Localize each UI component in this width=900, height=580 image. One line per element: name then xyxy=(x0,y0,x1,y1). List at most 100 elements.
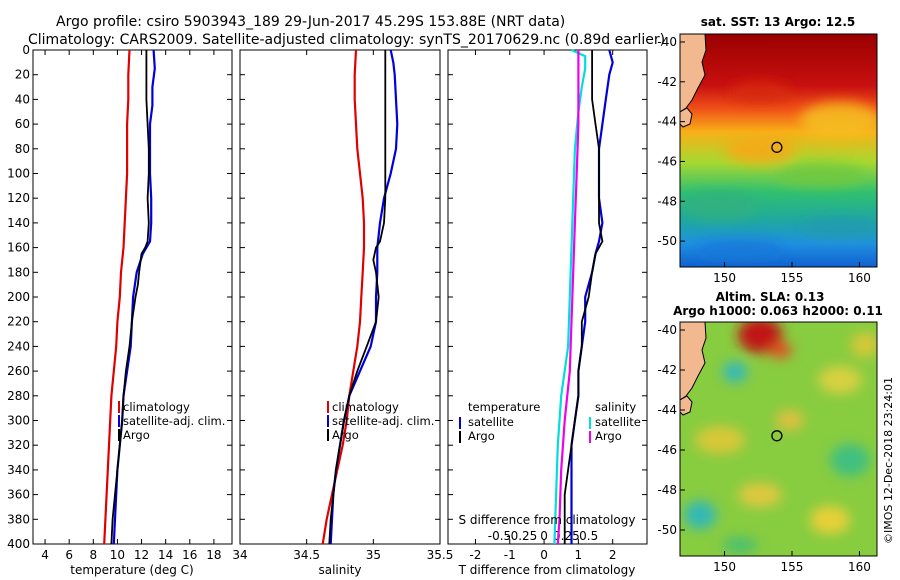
sst-argo-position-marker xyxy=(771,141,783,153)
legend-temperature-title: temperature xyxy=(468,400,540,414)
temperature-xtick-label: 18 xyxy=(206,548,221,562)
temperature-ytick-label: 0 xyxy=(22,43,30,57)
temperature-ytick-label: 80 xyxy=(15,142,30,156)
temperature-axes: 4 6 8 10 12 14 16 18020406080100120140160180200… xyxy=(7,43,232,562)
sla-map-xtick-label: 150 xyxy=(713,560,736,574)
sla-texture xyxy=(684,322,877,553)
sst-map-ytick-label: -46 xyxy=(657,154,677,168)
difference-line-s-argo xyxy=(556,50,580,545)
temperature-xtick-label: 8 xyxy=(89,548,97,562)
temperature-ytick-label: 260 xyxy=(7,364,30,378)
sst-map-xtick-label: 155 xyxy=(781,271,804,285)
legend-t-argo: Argo xyxy=(468,429,495,443)
sst-texture xyxy=(680,82,877,260)
difference-xtick2-label: 0 xyxy=(540,529,548,543)
sla-map-ytick-label: -46 xyxy=(657,443,677,457)
temperature-line-argo xyxy=(110,50,150,545)
sla-map-ytick-label: -48 xyxy=(657,483,677,497)
difference-legend: temperature satellite Argo salinity sate… xyxy=(459,400,641,443)
temperature-xtick-label: 6 xyxy=(65,548,73,562)
temperature-ytick-label: 280 xyxy=(7,389,30,403)
temperature-ytick-label: 180 xyxy=(7,265,30,279)
temperature-ytick-label: 320 xyxy=(7,438,30,452)
difference-axes: -2 -1 0 1 2-0.5-0.25 0 0.25 0.5 xyxy=(448,49,647,562)
difference-plot-frame xyxy=(447,49,648,545)
sst-map-ytick-label: -48 xyxy=(657,194,677,208)
salinity-xtick-label: 34 xyxy=(232,548,247,562)
difference-xtick-label: -1 xyxy=(504,548,516,562)
salinity-line-argo xyxy=(328,50,387,545)
difference-xtick-label: -2 xyxy=(469,548,481,562)
sla-map-ytick-label: -44 xyxy=(657,403,677,417)
salinity-xtick-label: 35.5 xyxy=(427,548,454,562)
temperature-ytick-label: 220 xyxy=(7,315,30,329)
legend-t-satellite: satellite xyxy=(468,415,514,429)
temperature-xtick-label: 14 xyxy=(158,548,173,562)
sla-map-axes: 150 155 160 -40 -42 -44 -46 -48 -50 xyxy=(657,323,871,574)
temperature-ytick-label: 400 xyxy=(7,537,30,551)
temperature-xtick-label: 10 xyxy=(110,548,125,562)
temperature-ytick-label: 340 xyxy=(7,463,30,477)
difference-xtick2-label: 0.5 xyxy=(579,529,598,543)
sst-map-ytick-label: -50 xyxy=(657,234,677,248)
salinity-line-climatology xyxy=(321,49,366,545)
legend-satellite-adj: satellite-adj. clim. xyxy=(332,414,434,428)
sst-map-ytick-label: -40 xyxy=(657,35,677,49)
temperature-ytick-label: 100 xyxy=(7,167,30,181)
sst-map-xtick-label: 160 xyxy=(848,271,871,285)
title-line-2: Climatology: CARS2009. Satellite-adjuste… xyxy=(28,32,665,48)
salinity-line-satellite-adj-clim- xyxy=(329,49,399,545)
difference-xtick-label: 2 xyxy=(609,548,617,562)
sst-map xyxy=(680,34,877,267)
salinity-xtick-label: 34.5 xyxy=(293,548,320,562)
sla-map-xtick-label: 160 xyxy=(848,560,871,574)
temperature-ytick-label: 120 xyxy=(7,191,30,205)
temperature-ytick-label: 380 xyxy=(7,512,30,526)
temperature-ytick-label: 20 xyxy=(15,68,30,82)
temperature-xtick-label: 12 xyxy=(134,548,149,562)
temperature-ytick-label: 300 xyxy=(7,414,30,428)
temperature-series xyxy=(103,49,156,545)
sla-argo-position-marker xyxy=(771,430,783,442)
salinity-legend: climatology satellite-adj. clim. Argo xyxy=(327,400,434,442)
sst-map-ytick-label: -42 xyxy=(657,75,677,89)
salinity-series xyxy=(321,49,399,545)
temperature-ytick-label: 200 xyxy=(7,290,30,304)
temperature-ytick-label: 60 xyxy=(15,117,30,131)
difference-line-t-argo xyxy=(563,50,604,544)
temperature-xtick-label: 4 xyxy=(41,548,49,562)
sla-map-ytick-label: -40 xyxy=(657,323,677,337)
temperature-ytick-label: 140 xyxy=(7,216,30,230)
imos-watermark: ©IMOS 12-Dec-2018 23:24:01 xyxy=(882,377,895,544)
title-line-1: Argo profile: csiro 5903943_189 29-Jun-2… xyxy=(56,14,565,30)
sla-map xyxy=(680,322,877,556)
difference-xtick-label: 0 xyxy=(540,548,548,562)
difference-line-s-satellite xyxy=(553,48,587,545)
difference-xtick2-label: -0.25 xyxy=(506,529,537,543)
legend-argo: Argo xyxy=(332,428,359,442)
sla-map-ytick-label: -42 xyxy=(657,363,677,377)
sst-map-axes: 150 155 160 -40 -42 -44 -46 -48 -50 xyxy=(657,35,871,285)
sst-map-frame xyxy=(679,33,878,268)
legend-climatology: climatology xyxy=(332,400,399,414)
sla-map-ytick-label: -50 xyxy=(657,523,677,537)
salinity-plot-frame xyxy=(239,49,441,545)
legend-s-argo: Argo xyxy=(595,429,622,443)
legend-climatology: climatology xyxy=(123,400,190,414)
temperature-legend: climatology satellite-adj. clim. Argo xyxy=(118,400,225,442)
land-tasmania xyxy=(680,107,693,128)
legend-satellite-adj: satellite-adj. clim. xyxy=(123,414,225,428)
temperature-line-climatology xyxy=(103,49,131,545)
temperature-ytick-label: 360 xyxy=(7,488,30,502)
temperature-xtick-label: 16 xyxy=(182,548,197,562)
sla-map-title-2: Argo h1000: 0.063 h2000: 0.11 xyxy=(673,304,883,318)
sst-map-ytick-label: -44 xyxy=(657,115,677,129)
legend-salinity-title: salinity xyxy=(595,400,636,414)
sst-map-xtick-label: 150 xyxy=(713,271,736,285)
temperature-ytick-label: 240 xyxy=(7,339,30,353)
sla-map-title-1: Altim. SLA: 0.13 xyxy=(716,290,825,304)
difference-xlabel-salinity: S difference from climatology xyxy=(459,513,636,527)
sla-map-xtick-label: 155 xyxy=(781,560,804,574)
legend-argo: Argo xyxy=(123,428,150,442)
